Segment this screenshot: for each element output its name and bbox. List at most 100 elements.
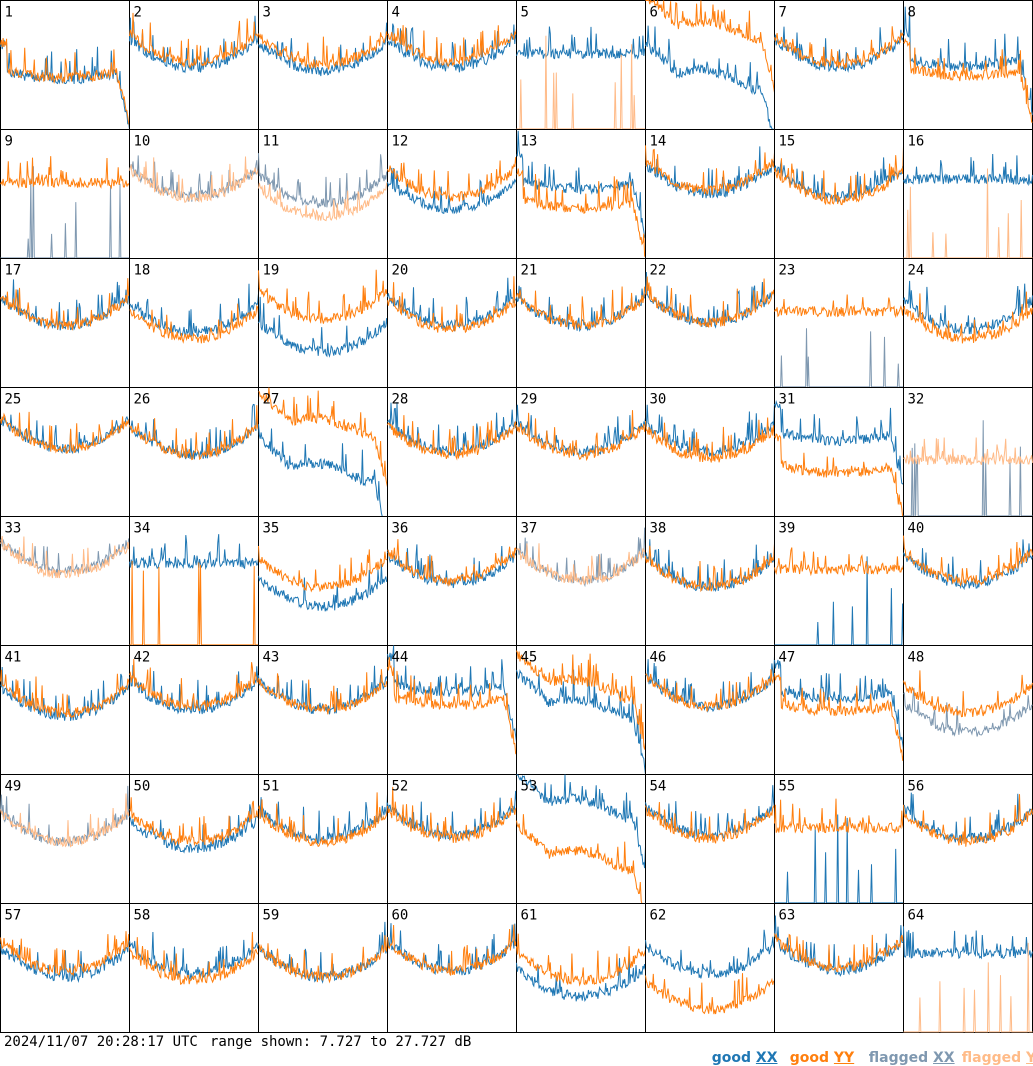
panel-label: 45 <box>521 650 538 666</box>
series-xx-good <box>387 277 517 332</box>
legend-flagged-xx-word: flagged <box>868 1050 929 1066</box>
panel-60: 60 <box>387 903 517 1033</box>
series-xx-good <box>387 167 517 215</box>
panel-19: 19 <box>258 258 388 388</box>
series-xx-good <box>129 15 259 74</box>
series-yy-good <box>516 286 646 330</box>
series-xx-good <box>387 645 517 743</box>
legend-good-yy-word: good <box>789 1050 830 1066</box>
panel-11: 11 <box>258 129 388 259</box>
series-yy-good <box>258 792 388 848</box>
series-yy-good <box>258 387 388 488</box>
series-yy-good <box>645 801 775 844</box>
panel-label: 60 <box>392 908 409 924</box>
series-xx-good <box>774 556 904 646</box>
series-yy-good <box>387 539 517 587</box>
series-yy-good <box>645 145 775 196</box>
legend-good-xx: good XX <box>702 1034 778 1066</box>
series-xx-good <box>774 400 904 485</box>
panel-22: 22 <box>645 258 775 388</box>
series-yy-good <box>516 650 646 750</box>
series-yy-good <box>903 794 1033 847</box>
series-yy-flagged <box>516 35 646 130</box>
panel-2: 2 <box>129 0 259 130</box>
panel-45: 45 <box>516 645 646 775</box>
panel-label: 16 <box>908 134 925 150</box>
series-xx-good <box>645 25 775 131</box>
panel-28: 28 <box>387 387 517 517</box>
panel-44: 44 <box>387 645 517 775</box>
series-yy-good <box>0 278 130 331</box>
series-yy-good <box>516 933 646 987</box>
series-xx-flagged <box>903 420 1033 517</box>
panel-label: 22 <box>650 263 667 279</box>
panel-label: 38 <box>650 521 667 537</box>
legend-good-yy: good YY <box>780 1034 854 1066</box>
series-xx-flagged <box>774 328 904 388</box>
series-xx-good <box>774 659 904 750</box>
panel-10: 10 <box>129 129 259 259</box>
panel-50: 50 <box>129 774 259 904</box>
panel-39: 39 <box>774 516 904 646</box>
panel-label: 58 <box>134 908 151 924</box>
panel-29: 29 <box>516 387 646 517</box>
series-yy-good <box>774 433 904 517</box>
panel-label: 9 <box>5 134 13 150</box>
series-xx-flagged <box>258 153 388 209</box>
panel-1: 1 <box>0 0 130 130</box>
series-yy-flagged <box>903 168 1033 259</box>
series-yy-good <box>387 924 517 976</box>
panel-3: 3 <box>258 0 388 130</box>
panel-label: 17 <box>5 263 22 279</box>
series-yy-good <box>0 669 130 719</box>
series-xx-good <box>258 22 388 77</box>
panel-31: 31 <box>774 387 904 517</box>
legend-flagged-yy-pol: YY <box>1026 1050 1033 1066</box>
panel-34: 34 <box>129 516 259 646</box>
series-yy-good <box>387 157 517 203</box>
panel-label: 28 <box>392 392 409 408</box>
series-yy-flagged <box>516 543 646 585</box>
panel-frame <box>516 0 646 130</box>
series-yy-good <box>903 670 1033 718</box>
panel-57: 57 <box>0 903 130 1033</box>
panel-25: 25 <box>0 387 130 517</box>
series-yy-flagged <box>129 156 259 204</box>
legend-good-xx-pol: XX <box>755 1050 778 1066</box>
series-yy-good <box>387 657 517 755</box>
series-yy-good <box>387 786 517 843</box>
panel-21: 21 <box>516 258 646 388</box>
panel-label: 51 <box>263 779 280 795</box>
panel-30: 30 <box>645 387 775 517</box>
series-xx-good <box>387 23 517 73</box>
panel-label: 24 <box>908 263 925 279</box>
series-yy-good <box>258 545 388 593</box>
series-xx-good <box>258 424 388 517</box>
panel-6: 6 <box>645 0 775 131</box>
panel-49: 49 <box>0 774 130 904</box>
series-yy-good <box>903 37 1033 123</box>
panel-label: 2 <box>134 5 142 21</box>
panel-label: 40 <box>908 521 925 537</box>
panel-label: 19 <box>263 263 280 279</box>
panel-label: 6 <box>650 5 658 21</box>
panel-label: 46 <box>650 650 667 666</box>
panel-label: 61 <box>521 908 538 924</box>
panel-label: 29 <box>521 392 538 408</box>
series-xx-good <box>129 931 259 981</box>
series-yy-good <box>903 291 1033 344</box>
panel-label: 47 <box>779 650 796 666</box>
series-yy-good <box>258 269 388 324</box>
panel-label: 37 <box>521 521 538 537</box>
panel-46: 46 <box>645 645 775 775</box>
series-xx-good <box>129 534 259 570</box>
series-yy-flagged <box>903 437 1033 466</box>
panel-label: 23 <box>779 263 796 279</box>
series-yy-good <box>774 798 904 835</box>
panel-label: 1 <box>5 5 13 21</box>
series-xx-good <box>516 26 646 60</box>
series-xx-good <box>516 774 646 869</box>
series-yy-good <box>129 658 259 712</box>
series-yy-good <box>774 672 904 761</box>
series-xx-flagged <box>0 166 130 259</box>
